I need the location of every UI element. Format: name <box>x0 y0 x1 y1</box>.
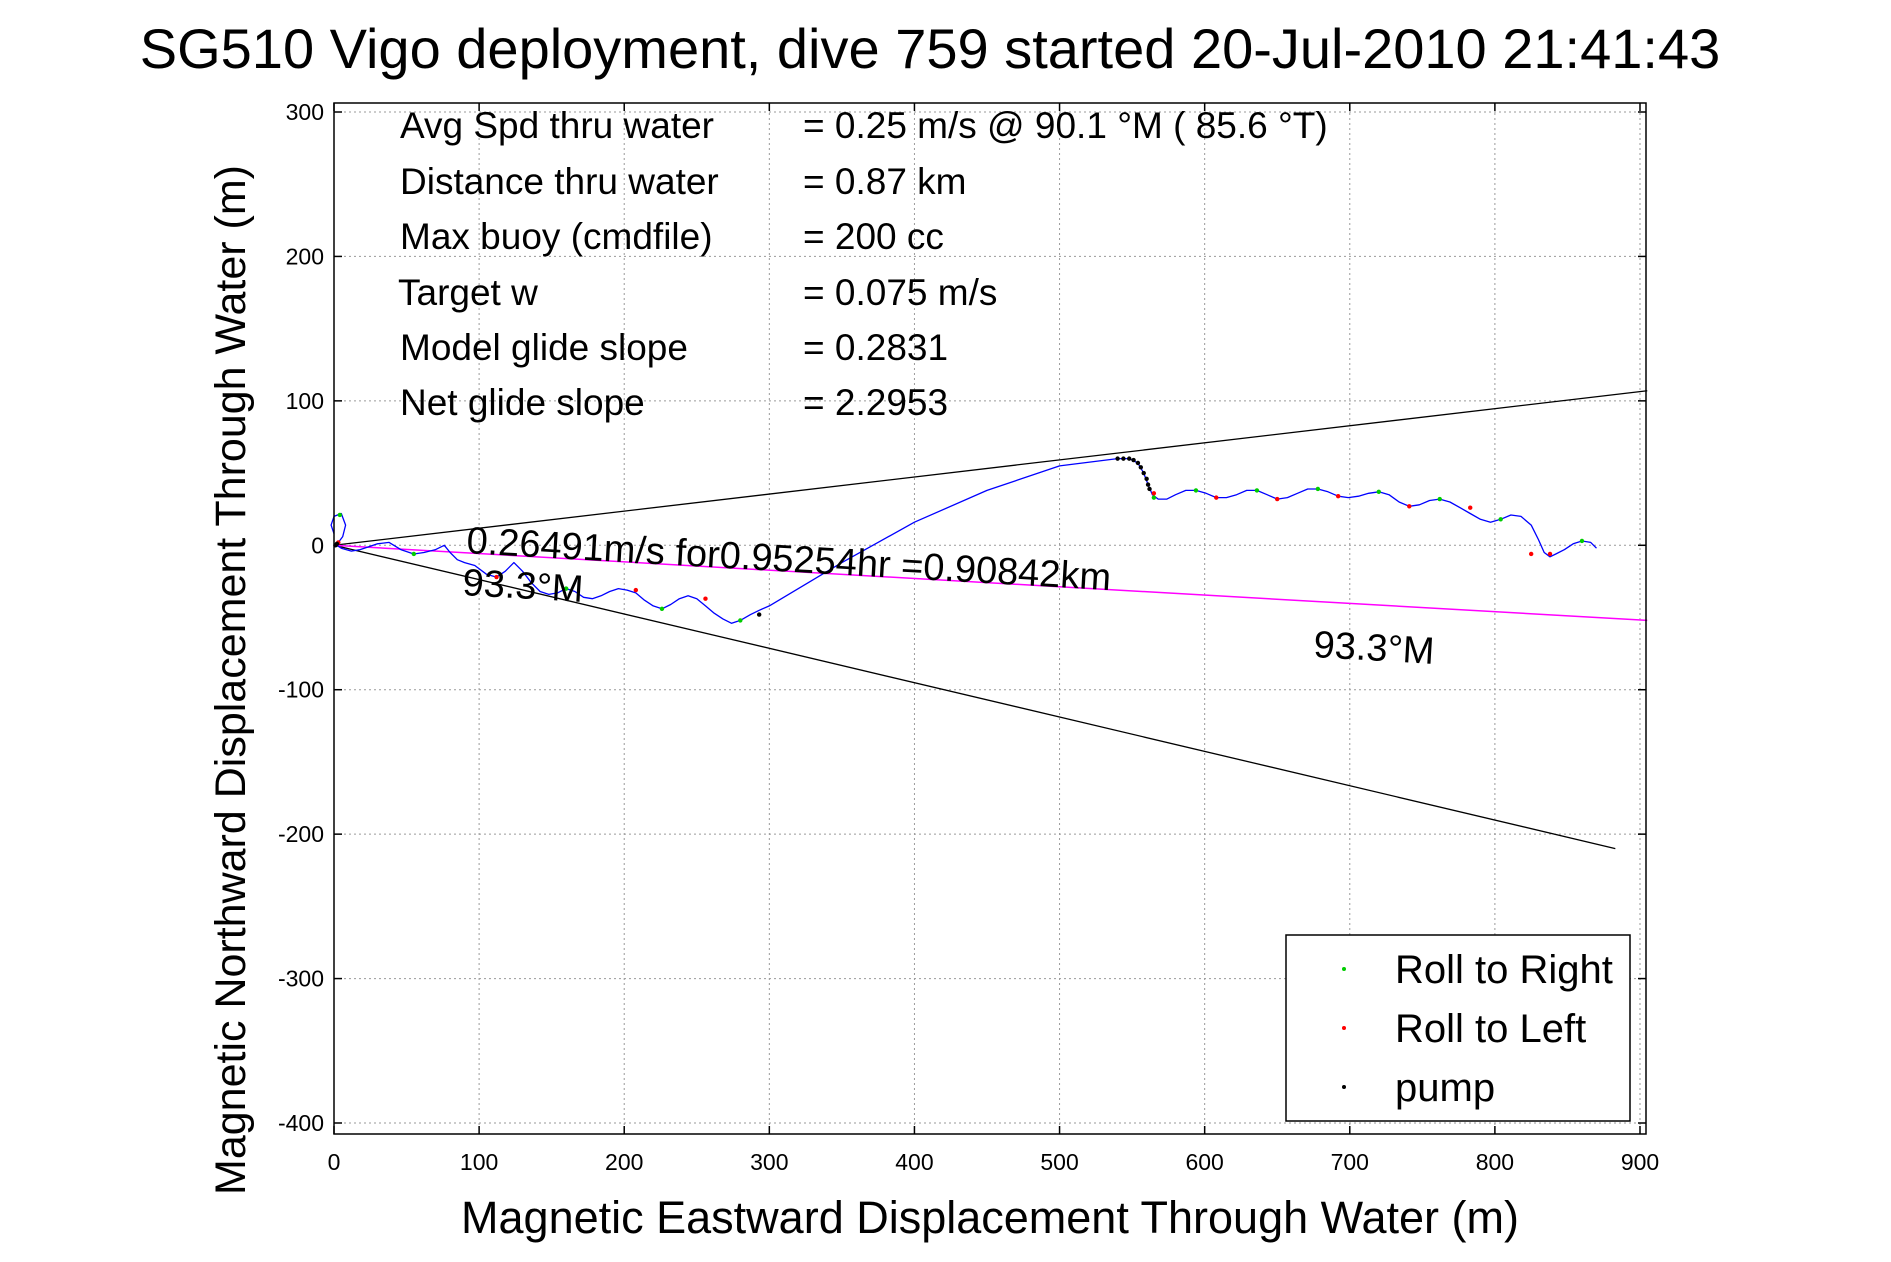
roll-right-marker-5 <box>1151 495 1157 500</box>
legend-marker-pump <box>1342 1085 1346 1089</box>
roll-right-marker-11 <box>1498 517 1503 522</box>
pump-marker-5 <box>1127 456 1132 461</box>
pump-marker-2 <box>756 612 762 617</box>
envelope-lines <box>333 390 1648 850</box>
x-tick-label-500: 500 <box>1040 1149 1078 1175</box>
roll-left-marker-8 <box>1407 504 1412 509</box>
axis-ticks: 0 100 200 300 400 500 600 700 800 900 300 200 100 0 -1… <box>278 99 1659 1175</box>
roll-left-marker-6 <box>1275 496 1280 502</box>
roll-left-marker-5 <box>1214 495 1219 500</box>
roll-right-marker-1 <box>411 551 417 557</box>
roll-left-marker-7 <box>1335 493 1341 499</box>
roll-left-marker-1 <box>494 574 499 580</box>
pump-marker-3 <box>1115 456 1120 461</box>
y-tick-label--200: -200 <box>278 821 324 847</box>
y-tick-label-300: 300 <box>286 99 324 125</box>
legend-marker-roll-left <box>1342 1026 1346 1030</box>
reference-line <box>333 544 1648 622</box>
stat-value-max-buoy: = 200 cc <box>803 216 944 257</box>
stat-value-net-glide: = 2.2953 <box>803 382 948 423</box>
legend-marker-roll-right <box>1342 967 1346 971</box>
x-tick-label-600: 600 <box>1185 1149 1223 1175</box>
x-axis-label: Magnetic Eastward Displacement Through W… <box>461 1192 1519 1243</box>
roll-left-marker-9 <box>1468 505 1473 510</box>
roll-right-marker-3 <box>659 606 665 612</box>
stat-label-max-buoy: Max buoy (cmdfile) <box>400 216 713 257</box>
stat-value-model-glide: = 0.2831 <box>803 327 948 368</box>
x-tick-label-100: 100 <box>460 1149 498 1175</box>
stat-label-net-glide: Net glide slope <box>400 382 645 423</box>
pump-marker-4 <box>1121 456 1126 461</box>
envelope-line-upper <box>333 390 1648 546</box>
x-tick-label-800: 800 <box>1476 1149 1514 1175</box>
legend: Roll to Right Roll to Left pump <box>1285 934 1631 1122</box>
plot-frame <box>333 102 1647 1135</box>
pump-marker-10 <box>1144 476 1149 482</box>
legend-label-roll-left: Roll to Left <box>1395 1007 1586 1051</box>
roll-left-marker-3 <box>703 596 708 601</box>
y-axis-label: Magnetic Northward Displacement Through … <box>207 165 255 1195</box>
stat-value-avg-speed: = 0.25 m/s @ 90.1 °M ( 85.6 °T) <box>803 105 1328 146</box>
stat-label-distance: Distance thru water <box>400 161 719 202</box>
y-tick-label-100: 100 <box>286 388 324 414</box>
y-tick-label--400: -400 <box>278 1110 324 1136</box>
roll-left-marker-4 <box>1151 491 1157 496</box>
pump-marker-7 <box>1135 460 1141 466</box>
roll-right-marker-6 <box>1193 488 1199 493</box>
stat-value-target-w: = 0.075 m/s <box>803 272 997 313</box>
legend-label-roll-right: Roll to Right <box>1395 948 1613 992</box>
roll-right-marker-0 <box>337 512 343 518</box>
roll-left-marker-11 <box>1547 551 1553 557</box>
stat-label-model-glide: Model glide slope <box>400 327 688 368</box>
grid-lines <box>334 103 1646 1134</box>
roll-right-marker-7 <box>1254 488 1260 493</box>
series-layer <box>330 457 1648 624</box>
stats-block: Avg Spd thru water = 0.25 m/s @ 90.1 °M … <box>398 105 1328 423</box>
x-tick-label-700: 700 <box>1331 1149 1369 1175</box>
pump-marker-9 <box>1141 470 1146 476</box>
roll-right-marker-9 <box>1376 489 1382 495</box>
y-tick-label-200: 200 <box>286 243 324 269</box>
pump-marker-6 <box>1131 457 1136 463</box>
x-tick-label-400: 400 <box>895 1149 933 1175</box>
stat-label-avg-speed: Avg Spd thru water <box>400 105 714 146</box>
stat-value-distance: = 0.87 km <box>803 161 967 202</box>
y-tick-label--300: -300 <box>278 966 324 992</box>
track-line <box>330 457 1597 624</box>
x-tick-label-300: 300 <box>750 1149 788 1175</box>
roll-right-marker-8 <box>1315 486 1321 492</box>
heading-annotation-far: 93.3°M <box>1312 624 1435 673</box>
pump-marker-12 <box>1147 486 1152 492</box>
pump-marker-1 <box>334 541 340 547</box>
roll-right-marker-2 <box>563 586 569 591</box>
roll-left-marker-10 <box>1528 551 1534 557</box>
pump-marker-8 <box>1138 465 1144 470</box>
heading-annotation-near: 93.3°M <box>461 562 584 611</box>
roll-left-marker-2 <box>633 587 639 593</box>
stat-label-target-w: Target w <box>398 272 538 313</box>
envelope-line-lower <box>333 544 1616 850</box>
x-tick-label-900: 900 <box>1621 1149 1659 1175</box>
legend-label-pump: pump <box>1395 1066 1495 1110</box>
chart-title: SG510 Vigo deployment, dive 759 started … <box>140 17 1721 80</box>
roll-right-marker-12 <box>1579 538 1585 544</box>
y-tick-label-0: 0 <box>311 532 324 558</box>
roll-right-marker-4 <box>738 618 743 623</box>
y-tick-label--100: -100 <box>278 677 324 703</box>
x-tick-label-200: 200 <box>605 1149 643 1175</box>
pump-marker-11 <box>1145 482 1151 487</box>
x-tick-label-0: 0 <box>328 1149 341 1175</box>
roll-right-marker-10 <box>1437 496 1442 502</box>
